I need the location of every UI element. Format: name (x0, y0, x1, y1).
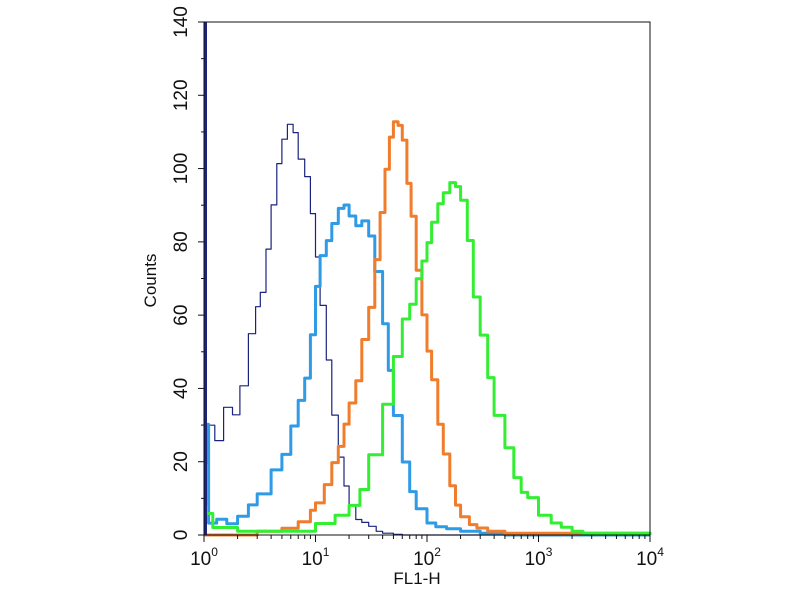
series-line-4 (204, 181, 652, 535)
y-tick-label: 80 (171, 231, 192, 252)
series-line-3 (204, 120, 652, 537)
series-layer (204, 22, 652, 537)
y-tick-label: 0 (171, 530, 192, 541)
y-tick-label: 20 (171, 451, 192, 472)
y-tick-label: 40 (171, 378, 192, 399)
y-tick-label: 60 (171, 305, 192, 326)
x-tick-label: 103 (525, 545, 553, 570)
x-tick-label: 101 (302, 545, 330, 570)
x-tick-label: 104 (636, 545, 664, 570)
x-axis-title: FL1-H (393, 569, 440, 588)
x-tick-label: 100 (190, 545, 218, 570)
series-line-2 (204, 203, 650, 537)
y-tick-label: 100 (171, 153, 192, 185)
x-tick-label: 102 (413, 545, 441, 570)
y-tick-label: 120 (171, 79, 192, 111)
series-line-1 (204, 123, 650, 536)
y-tick-label: 140 (171, 6, 192, 38)
y-axis-title: Counts (141, 254, 160, 308)
axis-layer: 0 20 40 60 80 100 120 140 100 101 102 103 104 (171, 6, 664, 570)
plot-frame (203, 21, 651, 536)
